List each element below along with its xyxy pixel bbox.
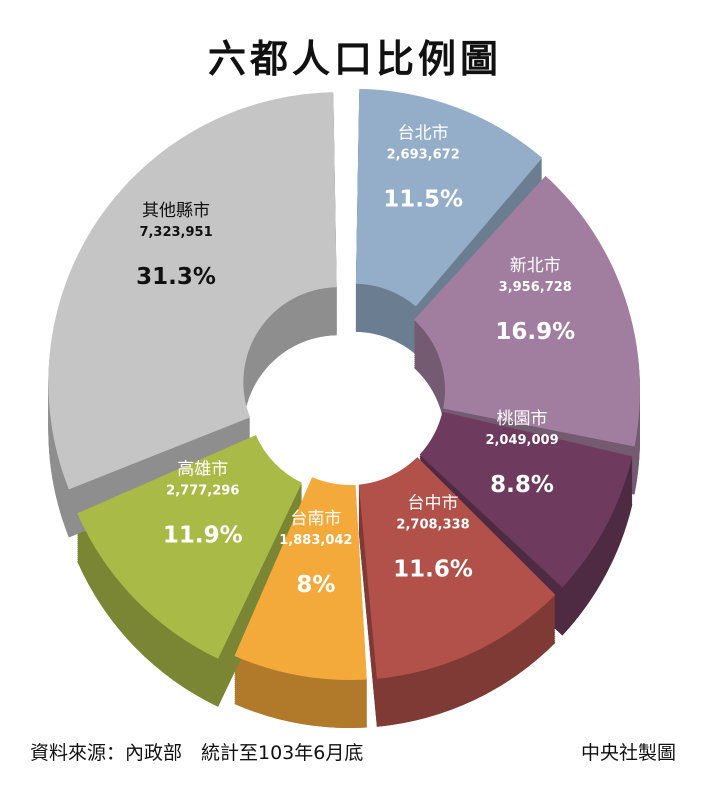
slice-1 — [355, 88, 543, 307]
slice-label-2: 新北市 3,956,728 16.9% — [495, 256, 575, 345]
slice-value-label: 2,777,296 — [166, 484, 239, 499]
slice-percent-label: 16.9% — [495, 319, 575, 345]
slice-value-label: 2,693,672 — [387, 147, 460, 162]
data-source-note: 資料來源：內政部 統計至103年6月底 — [30, 742, 364, 764]
credit-note: 中央社製圖 — [580, 742, 676, 764]
slice-value-label: 2,708,338 — [396, 517, 469, 532]
slice-6 — [77, 435, 302, 659]
chart-title: 六都人口比例圖 — [207, 37, 502, 81]
slice-value-label: 3,956,728 — [499, 280, 572, 295]
slice-percent-label: 11.5% — [383, 186, 463, 212]
slice-4 — [358, 457, 556, 679]
slice-percent-label: 11.9% — [163, 523, 243, 549]
slice-name-label: 桃園市 — [497, 409, 548, 429]
slice-label-5: 台南市 1,883,042 8% — [279, 509, 352, 598]
slice-label-7: 其他縣市 7,323,951 31.3% — [136, 201, 216, 290]
slice-7 — [48, 92, 337, 490]
slice-percent-label: 31.3% — [136, 264, 216, 290]
slice-label-3: 桃園市 2,049,009 8.8% — [485, 409, 558, 498]
slice-label-1: 台北市 2,693,672 11.5% — [383, 123, 463, 212]
label-group: 台北市 2,693,672 11.5% 新北市 3,956,728 16.9% 桃園市 2,0… — [136, 123, 575, 598]
slice-percent-label: 11.6% — [393, 556, 473, 582]
slice-name-label: 高雄市 — [177, 460, 228, 480]
slice-name-label: 台南市 — [290, 509, 341, 529]
slice-5 — [234, 477, 367, 680]
slice-value-label: 2,049,009 — [485, 433, 558, 448]
slice-name-label: 新北市 — [510, 256, 561, 276]
donut-top-group — [48, 88, 641, 680]
slice-name-label: 台北市 — [398, 123, 449, 143]
slice-name-label: 台中市 — [408, 493, 459, 513]
slice-value-label: 1,883,042 — [279, 533, 352, 548]
slice-percent-label: 8.8% — [490, 472, 554, 498]
slice-value-label: 7,323,951 — [139, 225, 212, 240]
slice-label-4: 台中市 2,708,338 11.6% — [393, 493, 473, 582]
slice-3 — [419, 411, 633, 588]
slice-label-6: 高雄市 2,777,296 11.9% — [163, 460, 243, 549]
slice-percent-label: 8% — [296, 572, 335, 598]
slice-2 — [414, 175, 641, 447]
slice-name-label: 其他縣市 — [142, 201, 210, 221]
